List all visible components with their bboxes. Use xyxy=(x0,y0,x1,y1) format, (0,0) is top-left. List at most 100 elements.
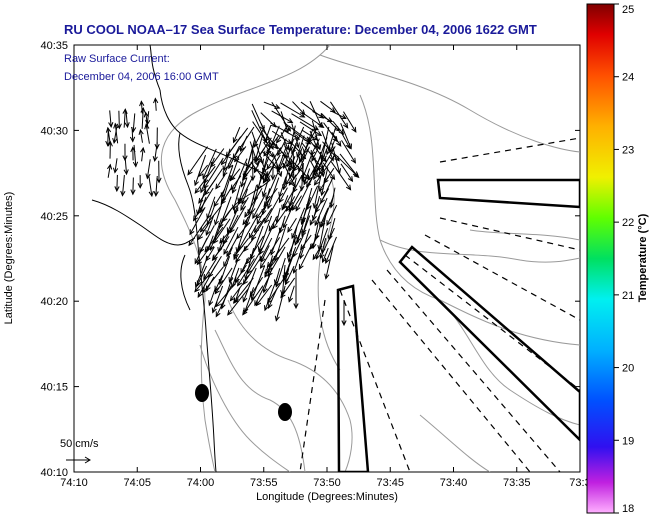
current-vector-head xyxy=(293,251,298,258)
current-vector-head xyxy=(261,191,267,198)
current-vector xyxy=(293,130,311,145)
current-vector-head xyxy=(278,164,284,171)
current-vector-head xyxy=(232,204,238,211)
current-vector-head xyxy=(284,279,290,286)
current-vector-head xyxy=(299,156,304,163)
current-vector-head xyxy=(259,263,265,270)
current-vector-head xyxy=(229,227,235,234)
current-vector-head xyxy=(196,259,203,266)
current-vector-head xyxy=(202,287,208,294)
current-vector-head xyxy=(238,243,244,250)
current-vector xyxy=(213,218,231,244)
current-vector xyxy=(238,216,258,250)
current-vector xyxy=(280,111,289,133)
current-vector-head xyxy=(140,106,146,113)
current-vector xyxy=(114,158,118,173)
current-vector xyxy=(244,187,263,218)
current-vector xyxy=(313,137,328,173)
current-vector xyxy=(232,184,241,210)
current-vector-head xyxy=(199,226,206,233)
current-vector xyxy=(281,151,293,169)
current-vector-head xyxy=(204,189,210,196)
current-vector-head xyxy=(259,249,264,256)
current-vector-head xyxy=(242,219,248,226)
current-vector xyxy=(318,215,327,251)
current-vector xyxy=(275,285,286,321)
current-vector xyxy=(222,207,233,222)
current-vector xyxy=(141,147,144,162)
x-tick-label: 73:50 xyxy=(313,477,341,489)
current-vector-head xyxy=(249,291,255,298)
current-vector-head xyxy=(282,162,288,170)
current-vector-head xyxy=(213,219,219,226)
current-vector xyxy=(197,248,210,265)
current-vector xyxy=(203,258,217,280)
y-axis: 40:35 40:30 40:25 40:20 40:15 40:10 xyxy=(40,40,580,479)
current-vector-head xyxy=(153,97,159,104)
current-vector-head xyxy=(350,157,356,164)
current-vector xyxy=(341,140,356,164)
current-vector-head xyxy=(319,252,325,259)
radial-dashed-lines xyxy=(299,137,580,472)
current-vector xyxy=(219,256,231,285)
current-vector xyxy=(212,236,230,260)
current-vector-head xyxy=(232,137,238,144)
current-vector-head xyxy=(318,113,325,119)
current-vector xyxy=(326,126,337,155)
current-vector-head xyxy=(300,244,306,251)
current-vector-head xyxy=(242,309,248,316)
current-vector-head xyxy=(292,165,299,172)
current-vector xyxy=(301,215,311,237)
current-vector xyxy=(263,187,278,207)
current-vector-head xyxy=(277,171,283,178)
current-vector-head xyxy=(137,183,143,189)
sector-east xyxy=(398,245,580,442)
current-vector xyxy=(299,121,322,136)
colorbar-tick-label: 18 xyxy=(622,503,634,515)
current-vector xyxy=(243,158,255,177)
current-vector xyxy=(260,237,281,269)
x-tick-label: 74:00 xyxy=(187,477,215,489)
coastline-nw xyxy=(149,45,161,91)
current-vector xyxy=(251,208,273,240)
current-vector xyxy=(237,258,255,286)
current-vector xyxy=(243,237,255,252)
current-vector xyxy=(276,207,281,223)
current-vector-head xyxy=(214,285,220,292)
current-vector xyxy=(309,160,320,178)
current-vector-head xyxy=(241,198,247,206)
current-vector-head xyxy=(286,161,292,168)
current-vector-head xyxy=(252,213,258,220)
current-vector xyxy=(285,265,295,285)
current-vector-head xyxy=(112,167,119,174)
current-vector xyxy=(253,126,266,148)
current-vector-head xyxy=(230,184,236,191)
current-vector xyxy=(223,226,239,255)
current-vector-head xyxy=(280,292,286,299)
current-vector-head xyxy=(261,167,267,174)
contour-near-b xyxy=(214,329,306,472)
current-vector xyxy=(291,123,300,148)
current-vector xyxy=(288,186,303,212)
colorbar-tick-label: 23 xyxy=(622,144,634,156)
current-vector xyxy=(248,185,258,215)
current-vector-head xyxy=(197,234,203,241)
current-vector-head xyxy=(259,173,265,180)
current-vector xyxy=(282,188,295,210)
current-vector-head xyxy=(268,225,274,232)
current-vector-head xyxy=(130,146,136,153)
current-vector-head xyxy=(341,320,347,327)
current-vector xyxy=(238,177,248,203)
current-vector xyxy=(268,215,278,231)
current-vector-head xyxy=(268,152,274,159)
current-vector xyxy=(266,147,282,170)
current-vector-head xyxy=(196,280,202,287)
current-vector xyxy=(271,110,293,123)
current-vector xyxy=(107,164,111,178)
current-vector xyxy=(292,101,306,115)
current-vector-head xyxy=(153,190,159,197)
contour-outer xyxy=(160,45,331,472)
current-vector xyxy=(277,138,287,156)
current-vector xyxy=(214,275,223,291)
current-vector xyxy=(283,166,290,190)
